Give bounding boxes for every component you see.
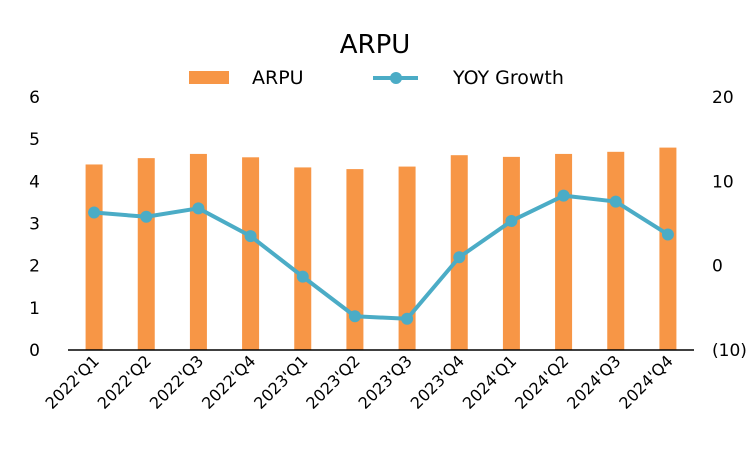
x-tick-label: 2022'Q2: [94, 351, 155, 412]
y-left-tick-label: 5: [29, 130, 40, 150]
bar-arpu: [294, 167, 312, 350]
legend: ARPU YOY Growth: [189, 67, 564, 89]
bar-arpu: [85, 164, 103, 350]
point-yoy-growth: [244, 230, 257, 243]
point-yoy-growth: [557, 189, 570, 202]
y-left-tick-label: 3: [29, 215, 40, 235]
y-left-tick-label: 4: [29, 172, 40, 192]
bar-arpu: [502, 156, 520, 350]
plot-area: 0123456(10)010202022'Q12022'Q22022'Q3202…: [29, 88, 747, 413]
y-left-tick-label: 0: [29, 341, 40, 361]
point-yoy-growth: [192, 202, 205, 215]
bar-arpu: [659, 147, 677, 350]
legend-marker-yoy: [390, 72, 402, 84]
y-left-tick-label: 2: [29, 257, 40, 277]
legend-swatch-arpu: [189, 71, 229, 84]
x-tick-label: 2024'Q3: [563, 351, 624, 412]
y-left-tick-label: 1: [29, 299, 40, 319]
bar-arpu: [189, 153, 207, 350]
point-yoy-growth: [609, 195, 622, 208]
x-tick-label: 2023'Q2: [302, 351, 363, 412]
x-tick-label: 2022'Q4: [198, 351, 259, 412]
x-tick-label: 2024'Q1: [459, 351, 520, 412]
line-yoy-growth: [93, 193, 669, 321]
bar-arpu: [398, 166, 416, 350]
point-yoy-growth: [140, 210, 153, 223]
point-yoy-growth: [505, 214, 518, 227]
bar-arpu: [346, 169, 364, 350]
bar-arpu: [607, 151, 625, 350]
y-right-tick-label: (10): [712, 341, 747, 361]
bar-arpu: [137, 158, 155, 350]
point-yoy-growth: [88, 206, 101, 219]
legend-label-yoy: YOY Growth: [452, 67, 564, 89]
point-yoy-growth: [348, 310, 361, 323]
x-tick-label: 2022'Q3: [146, 351, 207, 412]
x-tick-label: 2023'Q1: [250, 351, 311, 412]
point-yoy-growth: [401, 312, 414, 325]
bar-arpu: [555, 153, 573, 350]
legend-label-arpu: ARPU: [252, 67, 304, 89]
bar-arpu: [242, 157, 260, 350]
point-yoy-growth: [661, 228, 674, 241]
x-tick-label: 2024'Q4: [615, 351, 676, 412]
x-tick-label: 2022'Q1: [41, 351, 102, 412]
x-tick-label: 2023'Q3: [354, 351, 415, 412]
y-right-tick-label: 10: [712, 172, 734, 192]
chart-title: ARPU: [340, 30, 411, 60]
x-tick-label: 2023'Q4: [407, 351, 468, 412]
point-yoy-growth: [453, 251, 466, 264]
y-right-tick-label: 0: [712, 257, 723, 277]
y-left-tick-label: 6: [29, 88, 40, 108]
point-yoy-growth: [296, 270, 309, 283]
y-right-tick-label: 20: [712, 88, 734, 108]
x-tick-label: 2024'Q2: [511, 351, 572, 412]
